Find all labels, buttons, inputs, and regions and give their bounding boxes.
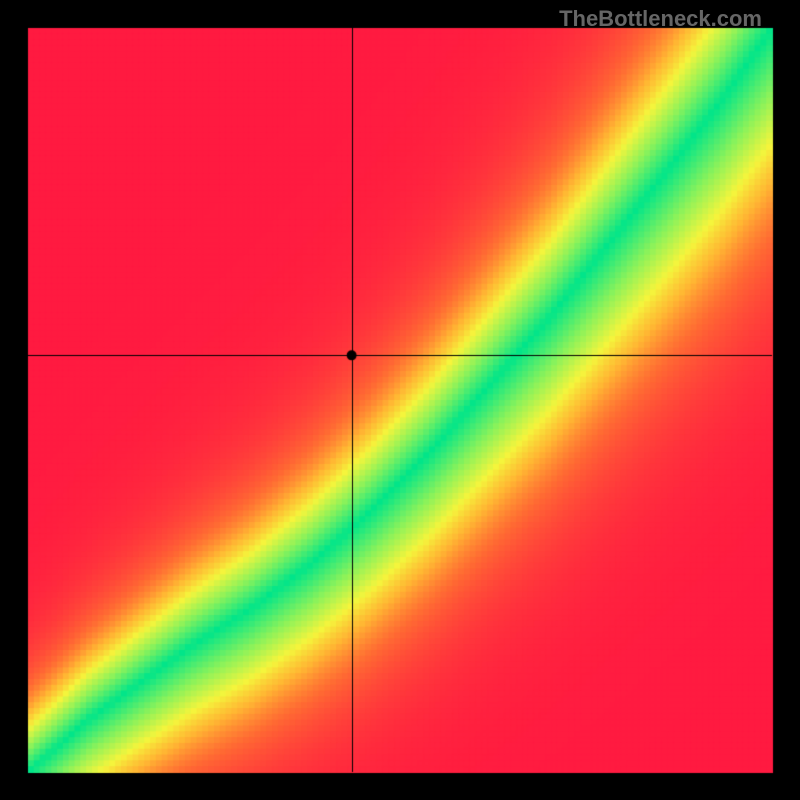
- watermark-text: TheBottleneck.com: [559, 6, 762, 32]
- chart-container: TheBottleneck.com: [0, 0, 800, 800]
- bottleneck-heatmap: [0, 0, 800, 800]
